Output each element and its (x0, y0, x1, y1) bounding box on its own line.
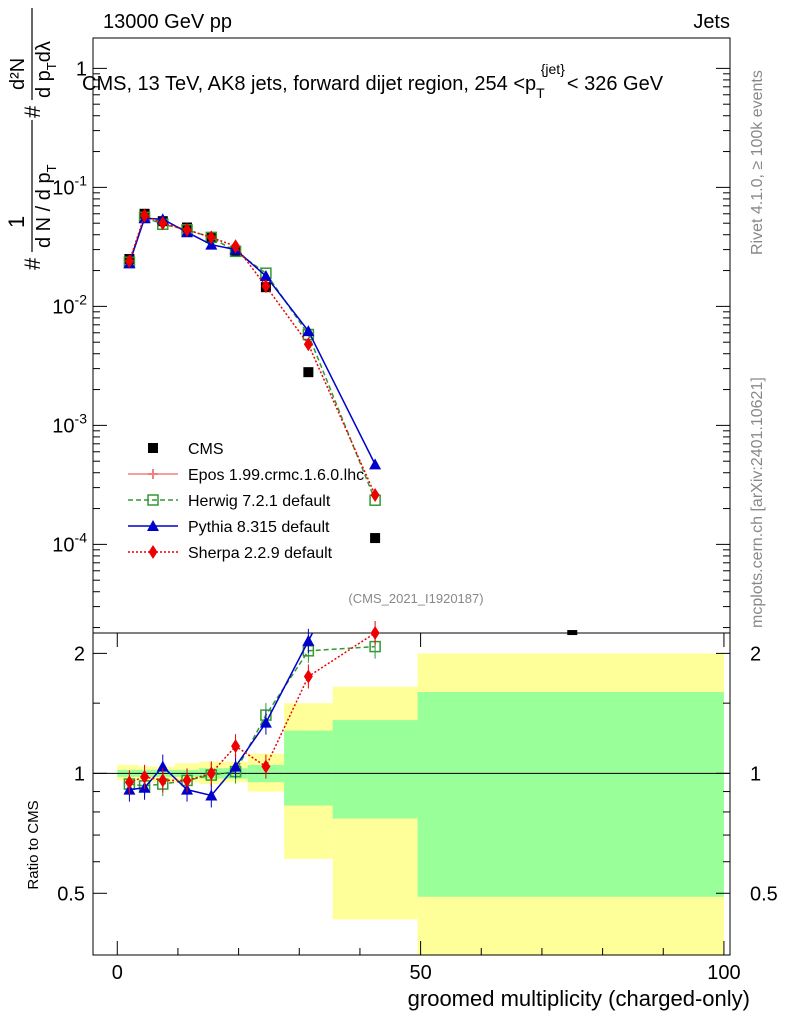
legend-marker-herwig (147, 494, 159, 506)
ratio-bands (117, 653, 724, 955)
ratio-point-sherpa (303, 669, 313, 684)
ratio-point-pythia (302, 634, 315, 646)
ratio-y-label: Ratio to CMS (25, 800, 42, 889)
mcplots-label: mcplots.cern.ch [arXiv:2401.10621] (749, 377, 766, 628)
ratio-point-pythia (156, 760, 169, 772)
point-sherpa (158, 216, 168, 231)
legend-label: CMS (188, 441, 224, 458)
analysis-tag: (CMS_2021_I1920187) (348, 591, 483, 606)
legend-item-sherpa: Sherpa 2.2.9 default (128, 545, 333, 562)
series-line-pythia (128, 217, 376, 465)
ratio-tick-label: 2 (74, 643, 85, 665)
legend-marker-data (148, 443, 158, 453)
legend-item-epos: Epos 1.99.crmc.1.6.0.lhc (128, 467, 364, 484)
legend-marker-sherpa (148, 545, 158, 559)
series-line-herwig (128, 216, 376, 501)
band-green-6 (284, 730, 333, 806)
ratio-plot-frame (92, 632, 731, 956)
ratio-tick-label-right: 1 (750, 763, 761, 785)
legend-item-pythia: Pythia 8.315 default (128, 519, 330, 536)
legend-marker-epos (148, 469, 158, 479)
legend-label: Sherpa 2.2.9 default (188, 545, 333, 562)
band-green-8 (417, 691, 724, 897)
ratio-point-sherpa (261, 759, 271, 774)
band-green-7 (332, 720, 418, 819)
ratio-point-sherpa (370, 626, 380, 640)
y-label-hash: # (20, 257, 45, 270)
legend-label: Epos 1.99.crmc.1.6.0.lhc (188, 467, 364, 484)
point-data (303, 367, 314, 378)
ratio-tick-label: 0.5 (57, 883, 85, 905)
ratio-tick-label-right: 2 (750, 643, 761, 665)
axis-ticks: 0 50 100 1 10-1 10-2 10-3 10-4 0.5 0.5 1 1 2 2 (52, 58, 778, 984)
point-sherpa (206, 230, 216, 245)
ratio-point-sherpa (140, 769, 150, 784)
point-sherpa (140, 208, 150, 223)
legend: CMS Epos 1.99.crmc.1.6.0.lhc Herwig 7.2.1 … (128, 441, 364, 562)
ratio-point-pythia (229, 760, 242, 772)
point-sherpa (303, 337, 313, 352)
y-tick-label: 10-4 (52, 529, 87, 556)
header-left: 13000 GeV pp (103, 11, 232, 33)
ratio-tick-label-right: 0.5 (750, 883, 778, 905)
point-data (370, 533, 381, 544)
x-axis-label: groomed multiplicity (charged-only) (408, 986, 750, 1011)
y-tick-label: 10-2 (52, 291, 87, 318)
ratio-tick-label: 1 (74, 763, 85, 785)
ratio-point-sherpa (182, 773, 192, 788)
legend-item-data: CMS (148, 441, 224, 458)
series-sherpa (124, 208, 380, 795)
series-line-sherpa (128, 214, 376, 496)
x-tick-label: 50 (409, 962, 431, 984)
series-group (123, 208, 578, 808)
series-pythia (123, 212, 382, 808)
ratio-series-sherpa (124, 621, 380, 795)
ratio-point-pythia (259, 716, 272, 728)
y-tick-label: 1 (76, 58, 87, 80)
point-sherpa (124, 254, 134, 269)
y-tick-label: 10-3 (52, 410, 87, 437)
y-label-hash-2: # (20, 105, 45, 118)
point-pythia (259, 270, 272, 281)
rivet-label: Rivet 4.1.0, ≥ 100k events (749, 70, 766, 255)
point-sherpa (231, 239, 241, 254)
main-plot-frame (92, 37, 731, 634)
ratio-point-sherpa (231, 739, 241, 754)
y-axis-label: # 1 d N / d pT # d²N d pTdλ (4, 8, 59, 270)
header-right: Jets (693, 11, 730, 33)
legend-marker-pythia (147, 520, 159, 531)
y-label-den: d pTdλ (33, 41, 59, 98)
point-pythia (302, 325, 315, 337)
legend-item-herwig: Herwig 7.2.1 default (128, 493, 331, 510)
point-sherpa (261, 279, 271, 294)
point-pythia (369, 458, 382, 470)
y-label-one: 1 (4, 216, 29, 228)
legend-label: Pythia 8.315 default (188, 519, 330, 536)
legend-label: Herwig 7.2.1 default (188, 493, 331, 510)
ratio-point-sherpa (124, 775, 134, 790)
x-tick-label: 0 (112, 962, 123, 984)
y-label-num: d²N (7, 58, 29, 90)
point-sherpa (182, 222, 192, 237)
point-data-edge (567, 630, 578, 636)
ratio-point-pythia (205, 789, 218, 801)
ratio-point-sherpa (206, 766, 216, 781)
ratio-point-sherpa (158, 773, 168, 788)
plot-title: CMS, 13 TeV, AK8 jets, forward dijet reg… (82, 61, 664, 101)
y-label-dn: d N / d pT (33, 164, 59, 248)
point-sherpa (370, 487, 380, 502)
y-tick-label: 10-1 (52, 172, 87, 199)
x-tick-label: 100 (707, 962, 740, 984)
